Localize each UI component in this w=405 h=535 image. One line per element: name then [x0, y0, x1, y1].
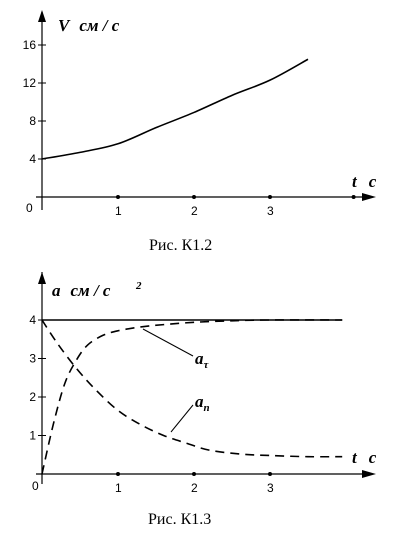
y-tick-label: 1: [29, 429, 36, 443]
y-tick-label: 4: [29, 152, 36, 166]
x-tick-mark: [192, 472, 196, 476]
x-tick-label: 2: [191, 204, 198, 218]
y-tick-label: 12: [23, 76, 37, 90]
y-axis-arrow: [38, 10, 46, 22]
a-tau-leader: [142, 328, 194, 357]
x-axis-end-dot: [351, 195, 356, 199]
x-tick-mark: [116, 472, 120, 476]
y-axis-arrow: [38, 272, 46, 284]
figure-caption-1: Рис. К1.2: [149, 237, 212, 254]
x-tick-label: 3: [267, 481, 274, 495]
a-tau-label: aτ: [195, 349, 210, 371]
series-line-1: [41, 319, 343, 475]
x-tick-mark: [116, 195, 120, 199]
y-tick-label: 16: [23, 38, 37, 52]
series-line-0: [41, 58, 309, 160]
y-tick-label: 2: [29, 390, 36, 404]
y-axis-label: a см / с: [52, 281, 111, 300]
x-tick-mark: [192, 195, 196, 199]
y-axis-label-exponent: 2: [135, 280, 142, 292]
x-axis-arrow: [362, 193, 376, 201]
x-axis-arrow: [362, 470, 376, 478]
y-tick-label: 8: [29, 114, 36, 128]
a-n-label: an: [195, 392, 210, 414]
origin-label: 0: [26, 201, 33, 215]
series-line-2: [41, 319, 343, 458]
x-axis-end-dot: [363, 472, 367, 476]
x-tick-label: 1: [115, 481, 122, 495]
x-tick-mark: [268, 472, 272, 476]
y-tick-label: 3: [29, 352, 36, 366]
x-tick-label: 2: [191, 481, 198, 495]
a-n-leader: [170, 404, 194, 433]
x-tick-label: 3: [267, 204, 274, 218]
x-tick-mark: [268, 195, 272, 199]
origin-label: 0: [32, 479, 39, 493]
figure-caption-2: Рис. К1.3: [148, 511, 211, 528]
x-tick-label: 1: [115, 204, 122, 218]
y-tick-label: 4: [29, 313, 36, 327]
